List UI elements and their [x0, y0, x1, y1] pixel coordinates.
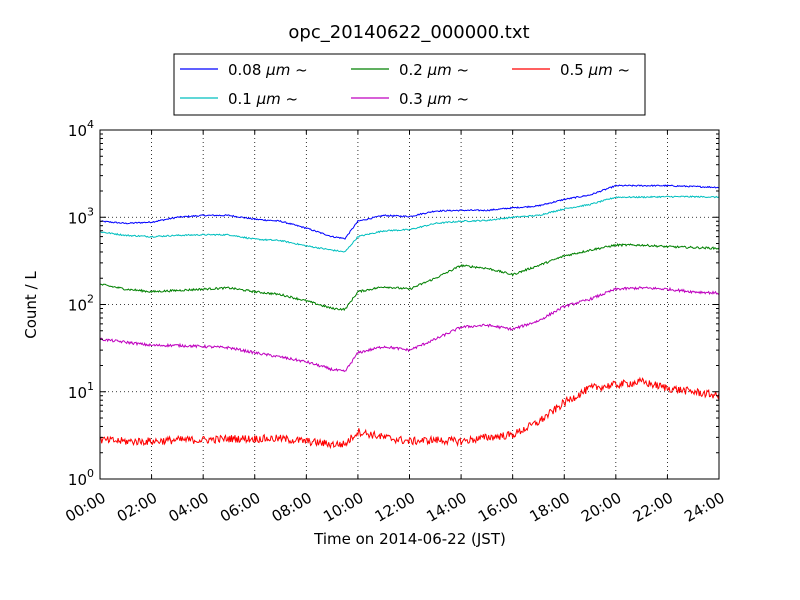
- x-axis-label: Time on 2014-06-22 (JST): [313, 530, 506, 548]
- x-tick-label: 22:00: [630, 489, 676, 526]
- x-tick-label: 12:00: [372, 489, 418, 526]
- x-tick-label: 04:00: [165, 489, 211, 526]
- series-line-4: [99, 376, 720, 450]
- chart-title: opc_20140622_000000.txt: [288, 22, 529, 43]
- y-tick-label: 102: [68, 293, 94, 315]
- x-tick-label: 02:00: [114, 489, 160, 526]
- y-tick-label: 100: [68, 467, 94, 489]
- x-tick-label: 10:00: [320, 489, 366, 526]
- y-axis: 100 101 102 103 104: [68, 118, 719, 489]
- x-tick-label: 08:00: [269, 489, 315, 526]
- legend-entry: 0.1 μm ~: [228, 90, 298, 108]
- x-tick-label: 20:00: [578, 489, 624, 526]
- legend: 0.08 μm ~ 0.1 μm ~ 0.2 μm ~ 0.3 μm ~ 0.5 μm …: [180, 61, 630, 108]
- legend-box: [173, 53, 646, 116]
- series-line-3: [99, 285, 720, 373]
- legend-entry: 0.3 μm ~: [399, 90, 469, 108]
- y-tick-label: 103: [68, 205, 94, 227]
- legend-entry: 0.2 μm ~: [399, 61, 469, 79]
- series-line-0: [99, 184, 720, 240]
- legend-entry: 0.08 μm ~: [228, 61, 308, 79]
- series-line-2: [99, 243, 720, 312]
- x-tick-label: 18:00: [527, 489, 573, 526]
- x-tick-label: 14:00: [423, 489, 469, 526]
- y-tick-label: 101: [68, 380, 94, 402]
- x-tick-label: 00:00: [62, 489, 108, 526]
- x-tick-label: 06:00: [217, 489, 263, 526]
- y-tick-label: 104: [68, 118, 94, 140]
- x-tick-label: 16:00: [475, 489, 521, 526]
- y-axis-label: Count / L: [22, 271, 40, 339]
- series-lines: [99, 184, 720, 450]
- series-line-1: [99, 195, 720, 253]
- x-tick-label: 24:00: [681, 489, 727, 526]
- legend-entry: 0.5 μm ~: [560, 61, 630, 79]
- plot-area: [99, 129, 720, 480]
